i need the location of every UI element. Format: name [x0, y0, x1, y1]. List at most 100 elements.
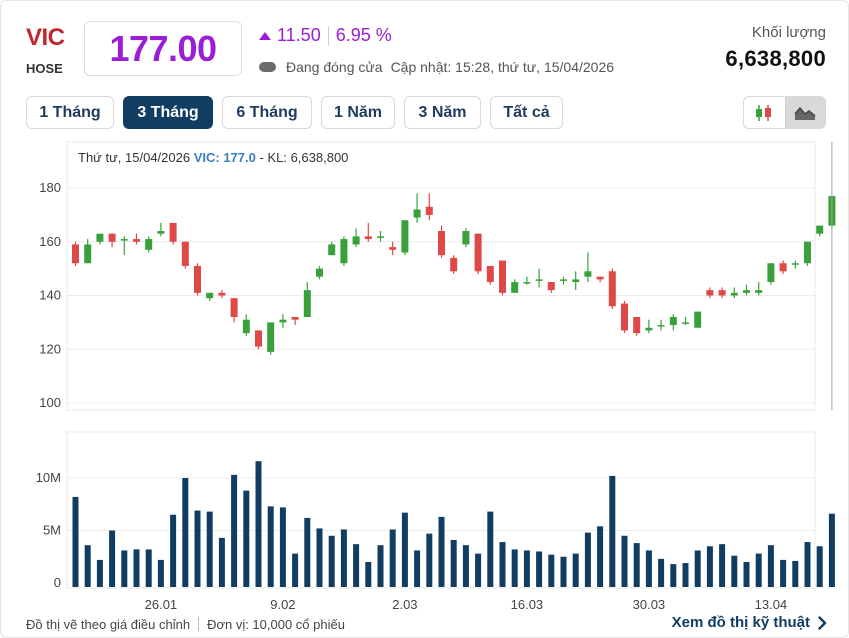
- volume-bar: [658, 558, 665, 587]
- candle-body-down: [291, 317, 299, 320]
- x-axis-label: 30.03: [633, 597, 666, 612]
- tab-3-months[interactable]: 3 Tháng: [123, 96, 213, 129]
- candle-body-up: [328, 244, 336, 256]
- candle-body-down: [706, 290, 714, 296]
- candle-body-up: [462, 231, 470, 245]
- adjusted-price-note: Đồ thị vẽ theo giá điều chỉnh: [26, 617, 191, 632]
- x-axis-label: 16.03: [511, 597, 544, 612]
- chevron-right-icon: [818, 615, 827, 630]
- up-arrow-icon: [259, 31, 271, 40]
- tooltip-price: VIC: 177.0: [193, 150, 256, 165]
- candle-body-up: [303, 290, 311, 317]
- candle-body-down: [133, 239, 140, 242]
- candle-body-down: [474, 233, 482, 272]
- tab-6-months[interactable]: 6 Tháng: [222, 96, 312, 129]
- chart-view-toggle: [743, 96, 826, 129]
- tab-1-year[interactable]: 1 Năm: [321, 96, 395, 129]
- candle-body-down: [450, 257, 458, 272]
- tab-all[interactable]: Tất cả: [490, 96, 563, 129]
- tab-label: 3 Tháng: [137, 103, 199, 121]
- candle-body-up: [145, 239, 153, 250]
- volume-bar: [560, 556, 567, 587]
- candle-body-up: [267, 322, 275, 352]
- volume-bar: [743, 562, 750, 587]
- candle-body-down: [718, 290, 726, 296]
- volume-bar: [438, 516, 445, 587]
- volume-tick-label: 0: [54, 575, 61, 590]
- candle-body-down: [230, 298, 238, 317]
- candle-body-up: [560, 279, 567, 281]
- candle-body-up: [767, 263, 775, 283]
- volume-bar: [609, 475, 616, 587]
- technical-chart-link[interactable]: Xem đồ thị kỹ thuật: [672, 614, 827, 631]
- candle-body-up: [84, 244, 92, 264]
- candle-body-up: [316, 268, 323, 277]
- status-dot-icon: [259, 62, 276, 72]
- volume-bar: [792, 560, 799, 587]
- candle-body-down: [169, 222, 177, 242]
- candle-body-up: [730, 292, 738, 296]
- candle-body-up: [669, 317, 677, 326]
- volume-bar: [255, 461, 262, 587]
- candle-body-up: [743, 290, 750, 293]
- candle-body-up: [584, 271, 592, 277]
- candle-body-up: [120, 239, 128, 241]
- candle-body-up: [572, 279, 580, 283]
- candle-body-up: [157, 231, 165, 234]
- volume-bar: [828, 513, 835, 587]
- volume-bar: [218, 537, 225, 587]
- candlestick-view-button[interactable]: [744, 97, 785, 128]
- market-status-text: Đang đóng cửa: [286, 59, 383, 75]
- candle-body-down: [255, 330, 262, 347]
- volume-bar: [548, 554, 555, 587]
- volume-bar: [597, 526, 604, 587]
- candlestick-icon: [756, 104, 772, 121]
- volume-bar: [231, 474, 238, 587]
- price-tick-label: 100: [39, 395, 61, 410]
- candle-body-up: [413, 209, 421, 218]
- volume-bar: [206, 511, 213, 587]
- candle-body-up: [804, 241, 811, 264]
- volume-bar: [755, 553, 762, 587]
- tab-label: 3 Năm: [418, 103, 467, 121]
- volume-bar: [292, 553, 299, 587]
- change-percent: 6.95 %: [335, 25, 392, 45]
- volume-bar: [804, 542, 811, 587]
- candle-body-up: [511, 282, 519, 293]
- volume-bar: [377, 545, 384, 587]
- volume-bar: [780, 559, 787, 587]
- exchange-label: HOSE: [26, 61, 63, 76]
- tab-3-years[interactable]: 3 Năm: [404, 96, 481, 129]
- price-tick-label: 140: [39, 288, 61, 303]
- change-value: 11.50: [277, 25, 321, 45]
- candle-body-up: [657, 325, 665, 327]
- tab-1-month[interactable]: 1 Tháng: [26, 96, 114, 129]
- current-price: 177.00: [109, 27, 217, 69]
- volume-bar: [316, 528, 323, 587]
- x-axis-label: 26.01: [145, 597, 178, 612]
- candle-body-down: [547, 282, 555, 291]
- candle-body-up: [340, 239, 348, 264]
- area-view-button[interactable]: [784, 97, 825, 128]
- volume-bar: [84, 545, 91, 587]
- volume-bar: [767, 545, 774, 587]
- candle-body-up: [535, 279, 543, 281]
- candle-body-down: [194, 265, 201, 293]
- candle-body-down: [218, 292, 226, 296]
- volume-bar: [633, 543, 640, 587]
- candle-body-up: [682, 322, 689, 324]
- unit-note: Đơn vị: 10,000 cổ phiếu: [207, 617, 345, 632]
- price-panel: [66, 141, 816, 411]
- volume-bar: [511, 549, 518, 587]
- x-axis-label: 13.04: [755, 597, 788, 612]
- volume-bar: [731, 555, 738, 587]
- volume-bar: [584, 532, 591, 587]
- chart-tooltip: Thứ tư, 15/04/2026 VIC: 177.0 - KL: 6,63…: [78, 150, 348, 165]
- candle-body-down: [108, 233, 116, 242]
- candle-body-up: [377, 236, 384, 238]
- candle-body-down: [425, 206, 433, 215]
- volume-bar: [621, 535, 628, 587]
- volume-bar: [572, 553, 579, 587]
- x-axis-label: 9.02: [270, 597, 295, 612]
